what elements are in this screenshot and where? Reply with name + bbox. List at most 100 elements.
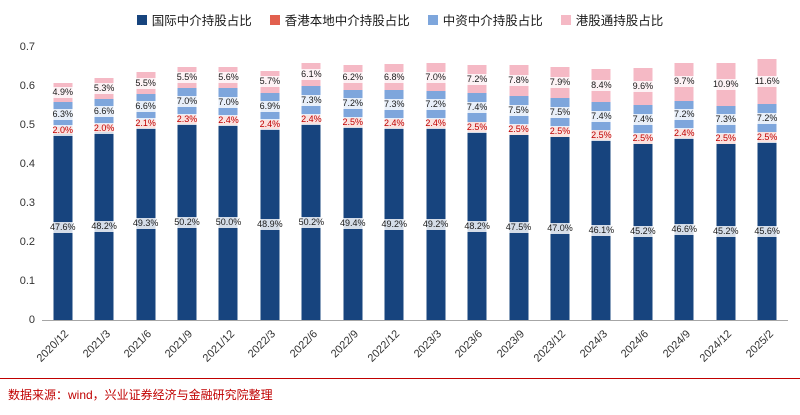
bar-value-label: 6.3% xyxy=(51,108,74,120)
legend-label: 中资中介持股占比 xyxy=(442,14,543,28)
y-tick-label: 0.2 xyxy=(19,236,35,248)
bar-value-label: 7.8% xyxy=(507,75,530,87)
bar xyxy=(509,65,529,320)
x-axis-label: 2024/6 xyxy=(619,328,652,361)
bar-slot: 48.2% 2.5% 7.4% 7.2% 2023/6 xyxy=(453,47,497,360)
bar-value-label: 47.6% xyxy=(48,221,77,233)
legend: 国际中介持股占比 香港本地中介持股占比 中资中介持股占比 港股通持股占比 xyxy=(0,10,800,29)
bar-value-label: 2.4% xyxy=(673,128,696,140)
bar-value-label: 2.5% xyxy=(465,121,489,133)
bar-value-label: 7.2% xyxy=(755,112,779,124)
y-tick-label: 0.7 xyxy=(19,41,35,53)
bar-slot: 49.3% 2.1% 6.6% 5.5% 2021/6 xyxy=(122,47,166,360)
source-note: 数据来源：wind，兴业证券经济与金融研究院整理 xyxy=(8,388,273,402)
bar-value-label: 48.2% xyxy=(463,220,491,232)
footer-divider xyxy=(0,378,800,379)
bar-value-label: 7.2% xyxy=(673,109,696,121)
bar-value-label: 6.6% xyxy=(92,105,116,117)
legend-swatch xyxy=(560,14,571,25)
bar-slot: 47.0% 2.5% 7.5% 7.9% 2023/12 xyxy=(532,47,580,365)
bar-value-label: 7.5% xyxy=(507,104,530,116)
bar-value-label: 7.9% xyxy=(548,76,572,88)
legend-item: 国际中介持股占比 xyxy=(136,10,252,29)
bar-slot: 50.0% 2.4% 7.0% 5.6% 2021/12 xyxy=(200,47,249,365)
bar-slot: 48.2% 2.0% 6.6% 5.3% 2021/3 xyxy=(80,47,124,360)
bars: 47.6% 2.0% 6.3% 4.9% 2020/12 48.2% 2.0% 6.6% 5.3… xyxy=(35,47,788,365)
bar-value-label: 6.6% xyxy=(134,101,157,113)
legend-label: 港股通持股占比 xyxy=(575,14,664,28)
bar-value-label: 49.4% xyxy=(339,218,367,230)
bar-slot: 45.2% 2.5% 7.4% 9.6% 2024/6 xyxy=(619,47,663,360)
legend-item: 中资中介持股占比 xyxy=(427,10,543,29)
bar-value-label: 7.2% xyxy=(424,99,447,111)
bar-value-label: 2.0% xyxy=(51,124,74,136)
bar-value-label: 50.2% xyxy=(173,216,201,228)
x-axis-label: 2022/12 xyxy=(366,328,403,365)
bar-slot: 49.2% 2.4% 7.2% 7.0% 2023/3 xyxy=(412,47,456,360)
y-tick-label: 0.1 xyxy=(19,275,35,287)
x-axis-label: 2023/12 xyxy=(531,328,569,365)
y-tick-label: 0.6 xyxy=(19,80,35,92)
bar xyxy=(550,66,570,320)
bar-slot: 50.2% 2.4% 7.3% 6.1% 2022/6 xyxy=(288,47,332,360)
bar-value-label: 2.1% xyxy=(134,118,157,130)
bar-slot: 46.6% 2.4% 7.2% 9.7% 2024/9 xyxy=(660,47,705,360)
bar-slot: 49.2% 2.4% 7.3% 6.8% 2022/12 xyxy=(366,47,415,365)
bar-value-label: 2.5% xyxy=(341,116,365,128)
x-axis-label: 2024/3 xyxy=(577,328,610,361)
bar-value-label: 2.3% xyxy=(175,114,199,126)
legend-item: 港股通持股占比 xyxy=(560,10,664,29)
bar-value-label: 2.4% xyxy=(217,114,240,126)
x-axis-label: 2021/12 xyxy=(200,328,237,365)
y-tick-label: 0.4 xyxy=(19,158,35,170)
bar-value-label: 11.6% xyxy=(753,76,781,88)
legend-swatch xyxy=(269,14,280,25)
bar-value-label: 7.5% xyxy=(548,106,572,118)
bar-value-label: 9.6% xyxy=(631,80,655,92)
bar-value-label: 5.5% xyxy=(134,77,157,89)
x-axis-label: 2022/3 xyxy=(246,328,279,361)
bar-value-label: 2.5% xyxy=(548,126,572,138)
bar xyxy=(757,59,777,320)
bar-value-label: 6.9% xyxy=(258,100,282,112)
plot-area: 47.6% 2.0% 6.3% 4.9% 2020/12 48.2% 2.0% 6.6% 5.3… xyxy=(20,41,788,365)
bar xyxy=(633,67,653,320)
bar-value-label: 6.1% xyxy=(300,69,323,80)
bar-value-label: 2.5% xyxy=(755,131,779,143)
bar-value-label: 7.0% xyxy=(424,71,447,83)
bar-value-label: 7.4% xyxy=(465,102,489,114)
legend-label: 国际中介持股占比 xyxy=(151,14,252,28)
bar-value-label: 9.7% xyxy=(673,76,696,88)
bar-value-label: 47.0% xyxy=(546,222,574,234)
bar-value-label: 46.6% xyxy=(670,223,699,235)
bar-value-label: 5.7% xyxy=(258,76,282,88)
bar-value-label: 48.9% xyxy=(256,219,284,231)
bar-slot: 49.4% 2.5% 7.2% 6.2% 2022/9 xyxy=(329,47,373,360)
x-axis-label: 2023/9 xyxy=(494,328,528,361)
bar-value-label: 7.0% xyxy=(175,96,199,108)
x-axis-label: 2021/6 xyxy=(121,328,155,361)
bar-value-label: 47.5% xyxy=(504,221,533,233)
bar-value-label: 45.6% xyxy=(753,225,781,237)
bar-slot: 50.2% 2.3% 7.0% 5.5% 2021/9 xyxy=(163,47,207,360)
bar-value-label: 10.9% xyxy=(711,78,740,90)
bar xyxy=(591,68,611,320)
y-tick-label: 0.3 xyxy=(19,197,35,209)
bar-value-label: 2.5% xyxy=(631,133,655,145)
x-axis-label: 2022/6 xyxy=(287,328,320,361)
bar-value-label: 7.3% xyxy=(714,114,737,126)
bar-value-label: 2.5% xyxy=(590,129,613,141)
bar-value-label: 7.3% xyxy=(300,95,323,107)
bar-value-label: 49.2% xyxy=(380,218,408,230)
bar-value-label: 2.4% xyxy=(424,117,447,129)
bar-value-label: 2.0% xyxy=(92,122,116,134)
bar-value-label: 7.4% xyxy=(590,110,613,122)
bar xyxy=(716,63,736,320)
bar-value-label: 2.4% xyxy=(258,119,282,131)
x-axis-label: 2021/9 xyxy=(163,328,196,361)
x-axis-label: 2020/12 xyxy=(34,328,72,365)
bar-value-label: 46.1% xyxy=(587,224,616,236)
bar-value-label: 50.0% xyxy=(214,217,243,228)
bar-value-label: 7.3% xyxy=(382,99,406,111)
bar-value-label: 7.0% xyxy=(217,96,240,108)
